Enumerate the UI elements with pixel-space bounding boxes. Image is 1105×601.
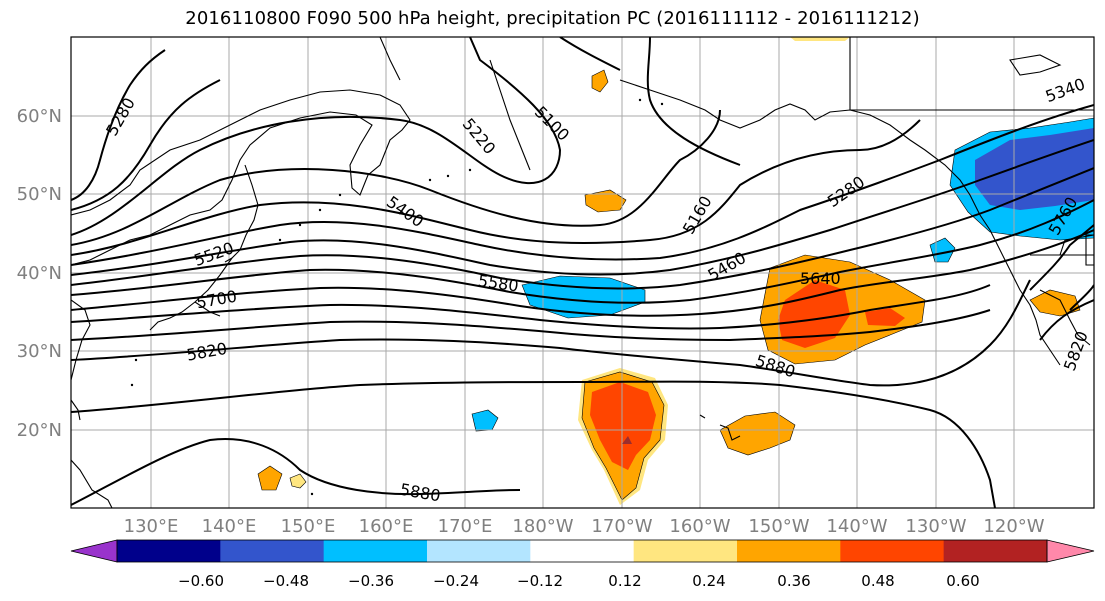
map-title: 2016110800 F090 500 hPa height, precipit…: [185, 8, 920, 29]
latitude-labels: 60°N 50°N 40°N 30°N 20°N: [17, 106, 62, 441]
height-contours: [71, 37, 1094, 508]
colorbar-tick-label: −0.24: [433, 572, 479, 590]
positive-anomaly-baja: [1029, 289, 1081, 317]
map-frame: [70, 36, 1095, 509]
positive-anomaly-top: [790, 37, 850, 41]
map-area: 5280 5220 5100 5160 5280 5340 5400 5520 …: [71, 37, 1094, 508]
positive-anomaly-northeast-core2: [865, 308, 905, 326]
lon-label-170w: 170°W: [591, 516, 652, 537]
lon-label-130e: 130°E: [124, 516, 179, 537]
lon-label-140e: 140°E: [202, 516, 257, 537]
colorbar-frame: [116, 539, 1048, 563]
positive-anomaly-west-small: [257, 465, 283, 491]
positive-anomaly-subtropical-core: [590, 382, 656, 470]
lat-label-30n: 30°N: [17, 341, 62, 362]
colorbar-tick-label: −0.60: [178, 572, 224, 590]
lat-label-20n: 20°N: [17, 420, 62, 441]
negative-anomaly-subtropical: [471, 409, 499, 432]
positive-anomaly-alaska-north: [591, 69, 609, 93]
hawaii-marker-icon: [622, 436, 632, 444]
lon-label-130w: 130°W: [905, 516, 966, 537]
contour-label: 5640: [800, 269, 841, 288]
gridlines: [71, 37, 1094, 508]
colorbar-extend-low: [70, 539, 118, 563]
positive-anomaly-east-hawaii: [719, 411, 796, 456]
colorbar-tick-label: 0.36: [777, 572, 810, 590]
lon-label-120w: 120°W: [983, 516, 1044, 537]
colorbar-segment: [323, 540, 428, 562]
lat-label-50n: 50°N: [17, 184, 62, 205]
lon-label-150e: 150°E: [281, 516, 336, 537]
colorbar-segment: [427, 540, 531, 562]
colorbar-segment: [117, 540, 221, 562]
colorbar-extend-high: [1046, 539, 1095, 563]
lon-label-150w: 150°W: [748, 516, 809, 537]
lon-label-140w: 140°W: [826, 516, 887, 537]
colorbar-tick-label: 0.60: [946, 572, 979, 590]
colorbar: [70, 539, 1095, 563]
colorbar-segment: [943, 540, 1048, 562]
positive-anomaly-northeast-core: [778, 280, 850, 348]
colorbar-tick-label: −0.48: [263, 572, 309, 590]
colorbar-segment: [737, 540, 841, 562]
islands: [130, 98, 664, 496]
positive-anomaly-bering: [584, 189, 627, 213]
colorbar-segment: [220, 540, 325, 562]
colorbar-tick-label: 0.24: [692, 572, 725, 590]
colorbar-tick-label: 0.12: [608, 572, 641, 590]
colorbar-tick-label: −0.36: [348, 572, 394, 590]
colorbar-tick-label: −0.12: [517, 572, 563, 590]
lat-label-40n: 40°N: [17, 263, 62, 284]
lat-label-60n: 60°N: [17, 106, 62, 127]
colorbar-segment: [840, 540, 945, 562]
coastlines: [71, 37, 1094, 508]
lon-label-160e: 160°E: [359, 516, 414, 537]
colorbar-segment: [530, 540, 635, 562]
lon-label-160w: 160°W: [669, 516, 730, 537]
negative-anomaly-northeast-core: [975, 128, 1094, 210]
lon-label-170e: 170°E: [438, 516, 493, 537]
lon-label-180w: 180°W: [512, 516, 573, 537]
colorbar-tick-label: 0.48: [861, 572, 894, 590]
longitude-labels: 130°E 140°E 150°E 160°E 170°E 180°W 170°…: [124, 516, 1045, 537]
colorbar-labels: −0.60 −0.48 −0.36 −0.24 −0.12 0.12 0.24 …: [178, 572, 980, 590]
positive-anomaly-west-tiny: [289, 473, 307, 489]
colorbar-segment: [633, 540, 738, 562]
